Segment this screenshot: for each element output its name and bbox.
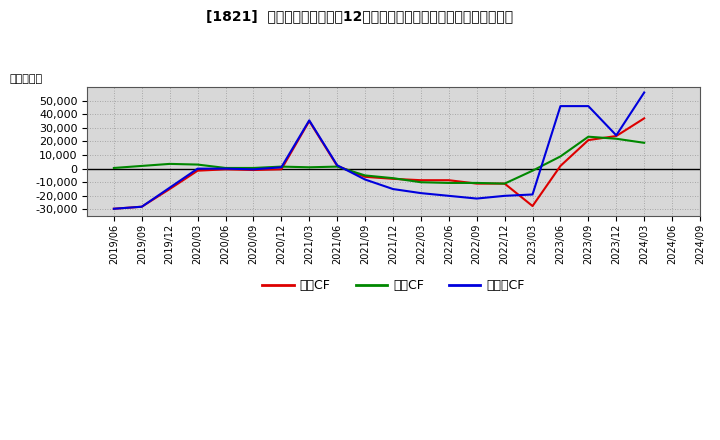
営業CF [444,178,453,183]
フリーCF [444,193,453,198]
営業CF [417,178,426,183]
フリーCF [640,90,649,95]
営業CF [556,163,564,169]
投資CF [166,161,174,166]
営業CF [166,187,174,192]
投資CF [584,134,593,139]
投資CF [109,165,118,171]
投資CF [389,176,397,181]
投資CF [277,164,286,169]
フリーCF [333,163,341,168]
フリーCF [472,196,481,201]
フリーCF [528,192,537,197]
フリーCF [277,165,286,170]
投資CF [612,136,621,141]
営業CF [500,181,509,186]
営業CF [333,163,341,169]
フリーCF [584,103,593,109]
フリーCF [500,193,509,198]
営業CF [193,168,202,173]
投資CF [193,162,202,167]
営業CF [361,174,369,180]
フリーCF [166,185,174,191]
営業CF [472,181,481,186]
フリーCF [612,133,621,138]
Line: フリーCF: フリーCF [114,92,644,209]
フリーCF [417,191,426,196]
Text: [1821]  キャッシュフローの12か月移動合計の対前年同期増減額の推移: [1821] キャッシュフローの12か月移動合計の対前年同期増減額の推移 [207,9,513,23]
フリーCF [221,166,230,171]
営業CF [109,206,118,211]
投資CF [472,180,481,186]
営業CF [528,203,537,209]
フリーCF [138,204,146,209]
投資CF [249,165,258,171]
投資CF [333,164,341,169]
投資CF [305,165,314,170]
営業CF [612,133,621,139]
投資CF [528,168,537,173]
Line: 投資CF: 投資CF [114,137,644,183]
投資CF [640,140,649,146]
投資CF [556,154,564,159]
フリーCF [249,167,258,172]
投資CF [361,173,369,178]
フリーCF [305,118,314,123]
営業CF [584,137,593,143]
営業CF [277,167,286,172]
Line: 営業CF: 営業CF [114,118,644,209]
フリーCF [361,177,369,182]
営業CF [221,167,230,172]
営業CF [138,204,146,209]
投資CF [138,163,146,169]
投資CF [417,180,426,185]
フリーCF [389,187,397,192]
フリーCF [556,103,564,109]
営業CF [640,116,649,121]
Y-axis label: （百万円）: （百万円） [9,74,42,84]
Legend: 営業CF, 投資CF, フリーCF: 営業CF, 投資CF, フリーCF [257,274,530,297]
営業CF [249,167,258,172]
フリーCF [193,166,202,171]
投資CF [444,180,453,186]
投資CF [500,181,509,186]
フリーCF [109,206,118,211]
営業CF [389,176,397,181]
投資CF [221,165,230,171]
営業CF [305,118,314,124]
